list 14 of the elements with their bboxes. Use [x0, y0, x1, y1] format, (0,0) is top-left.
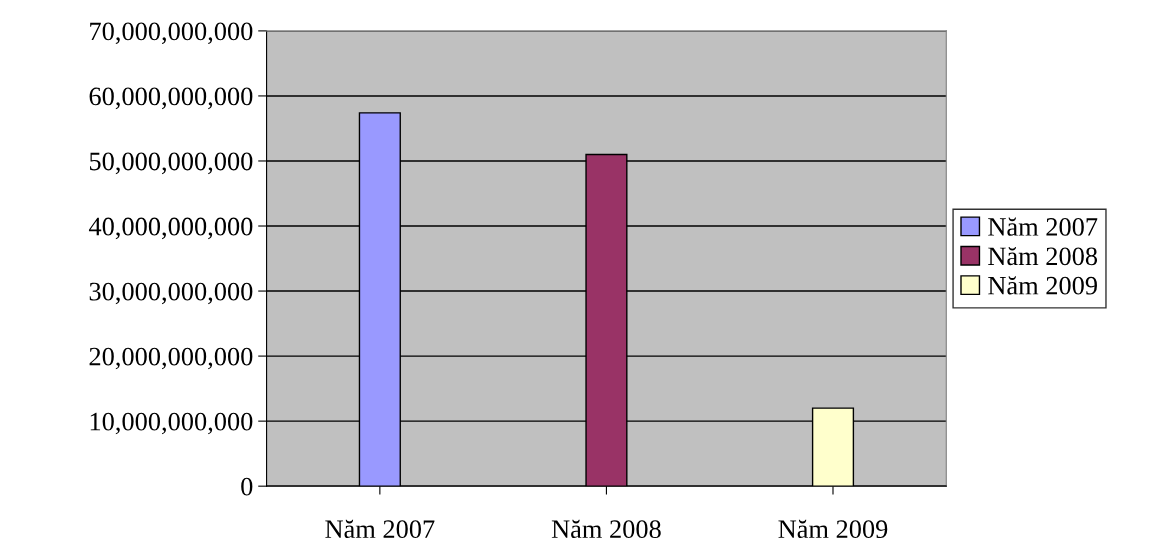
x-tick-label: Năm 2007 [325, 519, 435, 539]
y-tick-label: 0 [241, 477, 253, 496]
y-tick-label: 20,000,000,000 [89, 347, 253, 370]
legend-label: Năm 2008 [988, 246, 1098, 266]
y-tick-label: 60,000,000,000 [89, 87, 253, 110]
y-tick-label: 40,000,000,000 [88, 217, 253, 240]
x-tick-label: Năm 2009 [778, 519, 888, 539]
y-tick-label: 10,000,000,000 [90, 412, 253, 435]
y-tick-label: 70,000,000,000 [90, 22, 253, 45]
x-tick-label: Năm 2008 [551, 519, 661, 539]
legend-label: Năm 2007 [988, 217, 1098, 236]
legend-label: Năm 2009 [988, 276, 1097, 295]
y-tick-label: 50,000,000,000 [89, 152, 253, 175]
y-tick-label: 30,000,000,000 [89, 282, 253, 305]
